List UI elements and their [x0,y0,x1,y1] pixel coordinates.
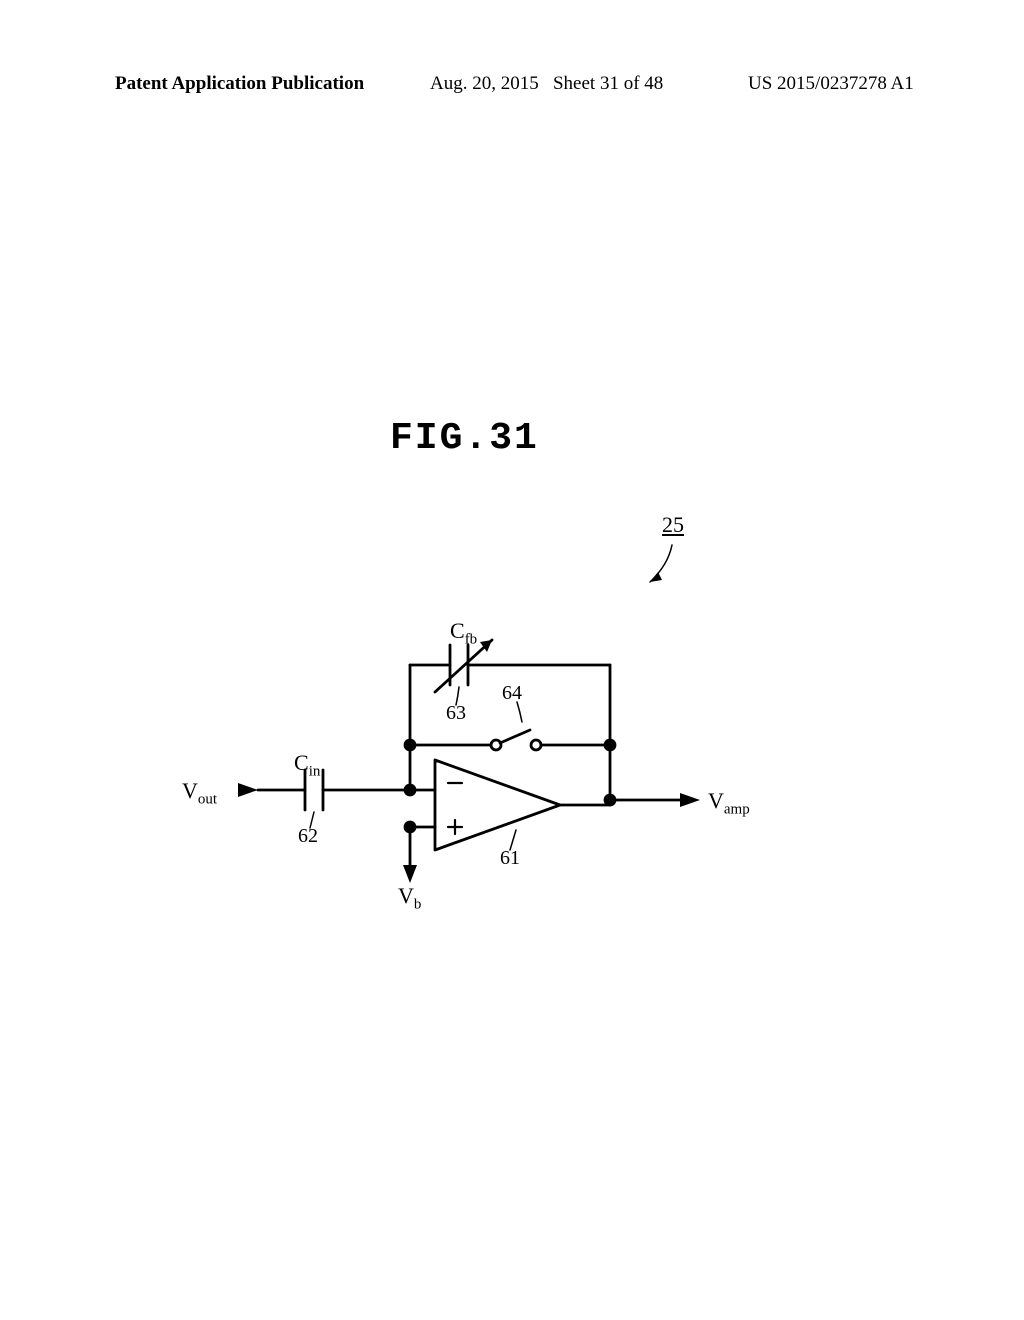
opamp-61 [435,760,560,850]
label-cin: Cin [294,750,320,780]
circuit-diagram: 25 Cfb Cin Vout Vamp Vb 62 63 64 61 [200,490,820,990]
label-cfb: Cfb [450,618,477,648]
vout-terminal-icon [238,783,258,797]
header-publication: Patent Application Publication [115,73,364,95]
ref-64: 64 [502,682,522,705]
ref-62: 62 [298,825,318,848]
label-vb: Vb [398,883,421,913]
ref-25-arrow [650,545,672,582]
ref-63: 63 [446,702,466,725]
label-vout: Vout [182,778,217,808]
ref-25: 25 [662,512,684,538]
figure-title: FIG.31 [390,417,539,460]
switch-64 [491,730,541,750]
header-date-sheet: Aug. 20, 2015 Sheet 31 of 48 [430,73,663,95]
header-date: Aug. 20, 2015 [430,73,539,94]
header-pubno: US 2015/0237278 A1 [748,73,914,95]
vb-terminal-icon [403,865,417,883]
vamp-terminal-icon [680,793,700,807]
ref-61: 61 [500,847,520,870]
label-vamp: Vamp [708,788,750,818]
circuit-svg [200,490,820,990]
header-sheet: Sheet 31 of 48 [553,73,663,94]
